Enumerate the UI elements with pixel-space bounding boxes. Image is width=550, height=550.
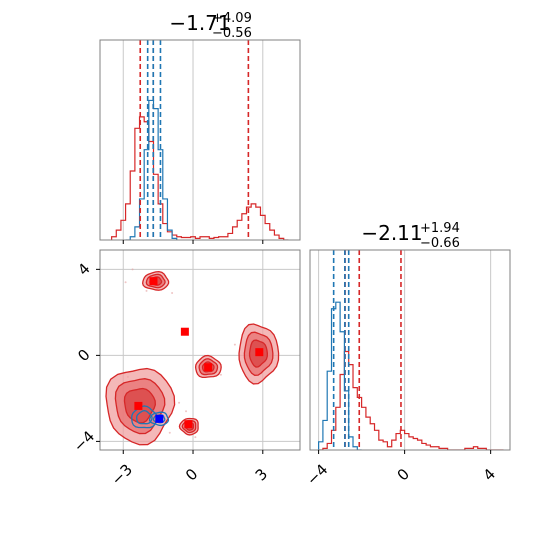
x-tick-label: 4 — [480, 465, 499, 484]
marker-red — [180, 327, 189, 336]
param0-title-sub: −0.56 — [212, 26, 252, 41]
scatter-point — [171, 292, 174, 295]
y-tick-label: −4 — [70, 427, 98, 455]
x-tick-label: −3 — [108, 461, 136, 489]
marker-red — [184, 420, 193, 429]
histogram-series-red — [318, 350, 504, 450]
param1-title-sup: +1.94 — [420, 221, 460, 236]
contour-blue — [131, 405, 158, 429]
scatter-point — [131, 268, 134, 271]
contour-panel-param0-param1 — [96, 249, 301, 454]
contour-blue — [148, 411, 170, 427]
axes-frame-top-left — [99, 39, 301, 241]
marker-red — [149, 277, 158, 286]
scatter-point — [185, 410, 188, 413]
scatter-point — [145, 289, 148, 292]
param0-title-main: −1.71 — [169, 11, 230, 35]
histogram-series-blue — [125, 99, 178, 240]
axes-frame-bottom-left — [99, 249, 301, 451]
marker-red — [134, 401, 143, 410]
y-tick-label: 0 — [74, 346, 93, 365]
x-tick-label: 0 — [182, 465, 201, 484]
param1-title: −2.11 — [361, 221, 422, 245]
y-tick-label: 4 — [74, 260, 93, 279]
marker-red — [204, 363, 213, 372]
axes-frame-bottom-right — [309, 249, 511, 451]
contour-blue — [136, 410, 153, 425]
scatter-point — [178, 401, 181, 404]
param1-title-main: −2.11 — [361, 221, 422, 245]
x-tick-label: −4 — [303, 461, 331, 489]
scatter-point — [168, 431, 171, 434]
scatter-point — [233, 343, 236, 346]
x-tick-label: 3 — [252, 465, 271, 484]
marker-red — [255, 348, 264, 357]
histogram-panel-param0 — [99, 39, 301, 244]
param0-title: −1.71 — [169, 11, 230, 35]
histogram-series-red — [111, 116, 289, 240]
marker-blue — [155, 414, 164, 423]
param1-title-sub: −0.66 — [420, 236, 460, 251]
param0-title-sup: +4.09 — [212, 11, 252, 26]
x-tick-label: 0 — [394, 465, 413, 484]
scatter-point — [194, 436, 197, 439]
scatter-point — [219, 373, 222, 376]
histogram-panel-param1 — [309, 249, 511, 454]
histogram-series-blue — [318, 301, 362, 450]
scatter-point — [124, 281, 127, 284]
